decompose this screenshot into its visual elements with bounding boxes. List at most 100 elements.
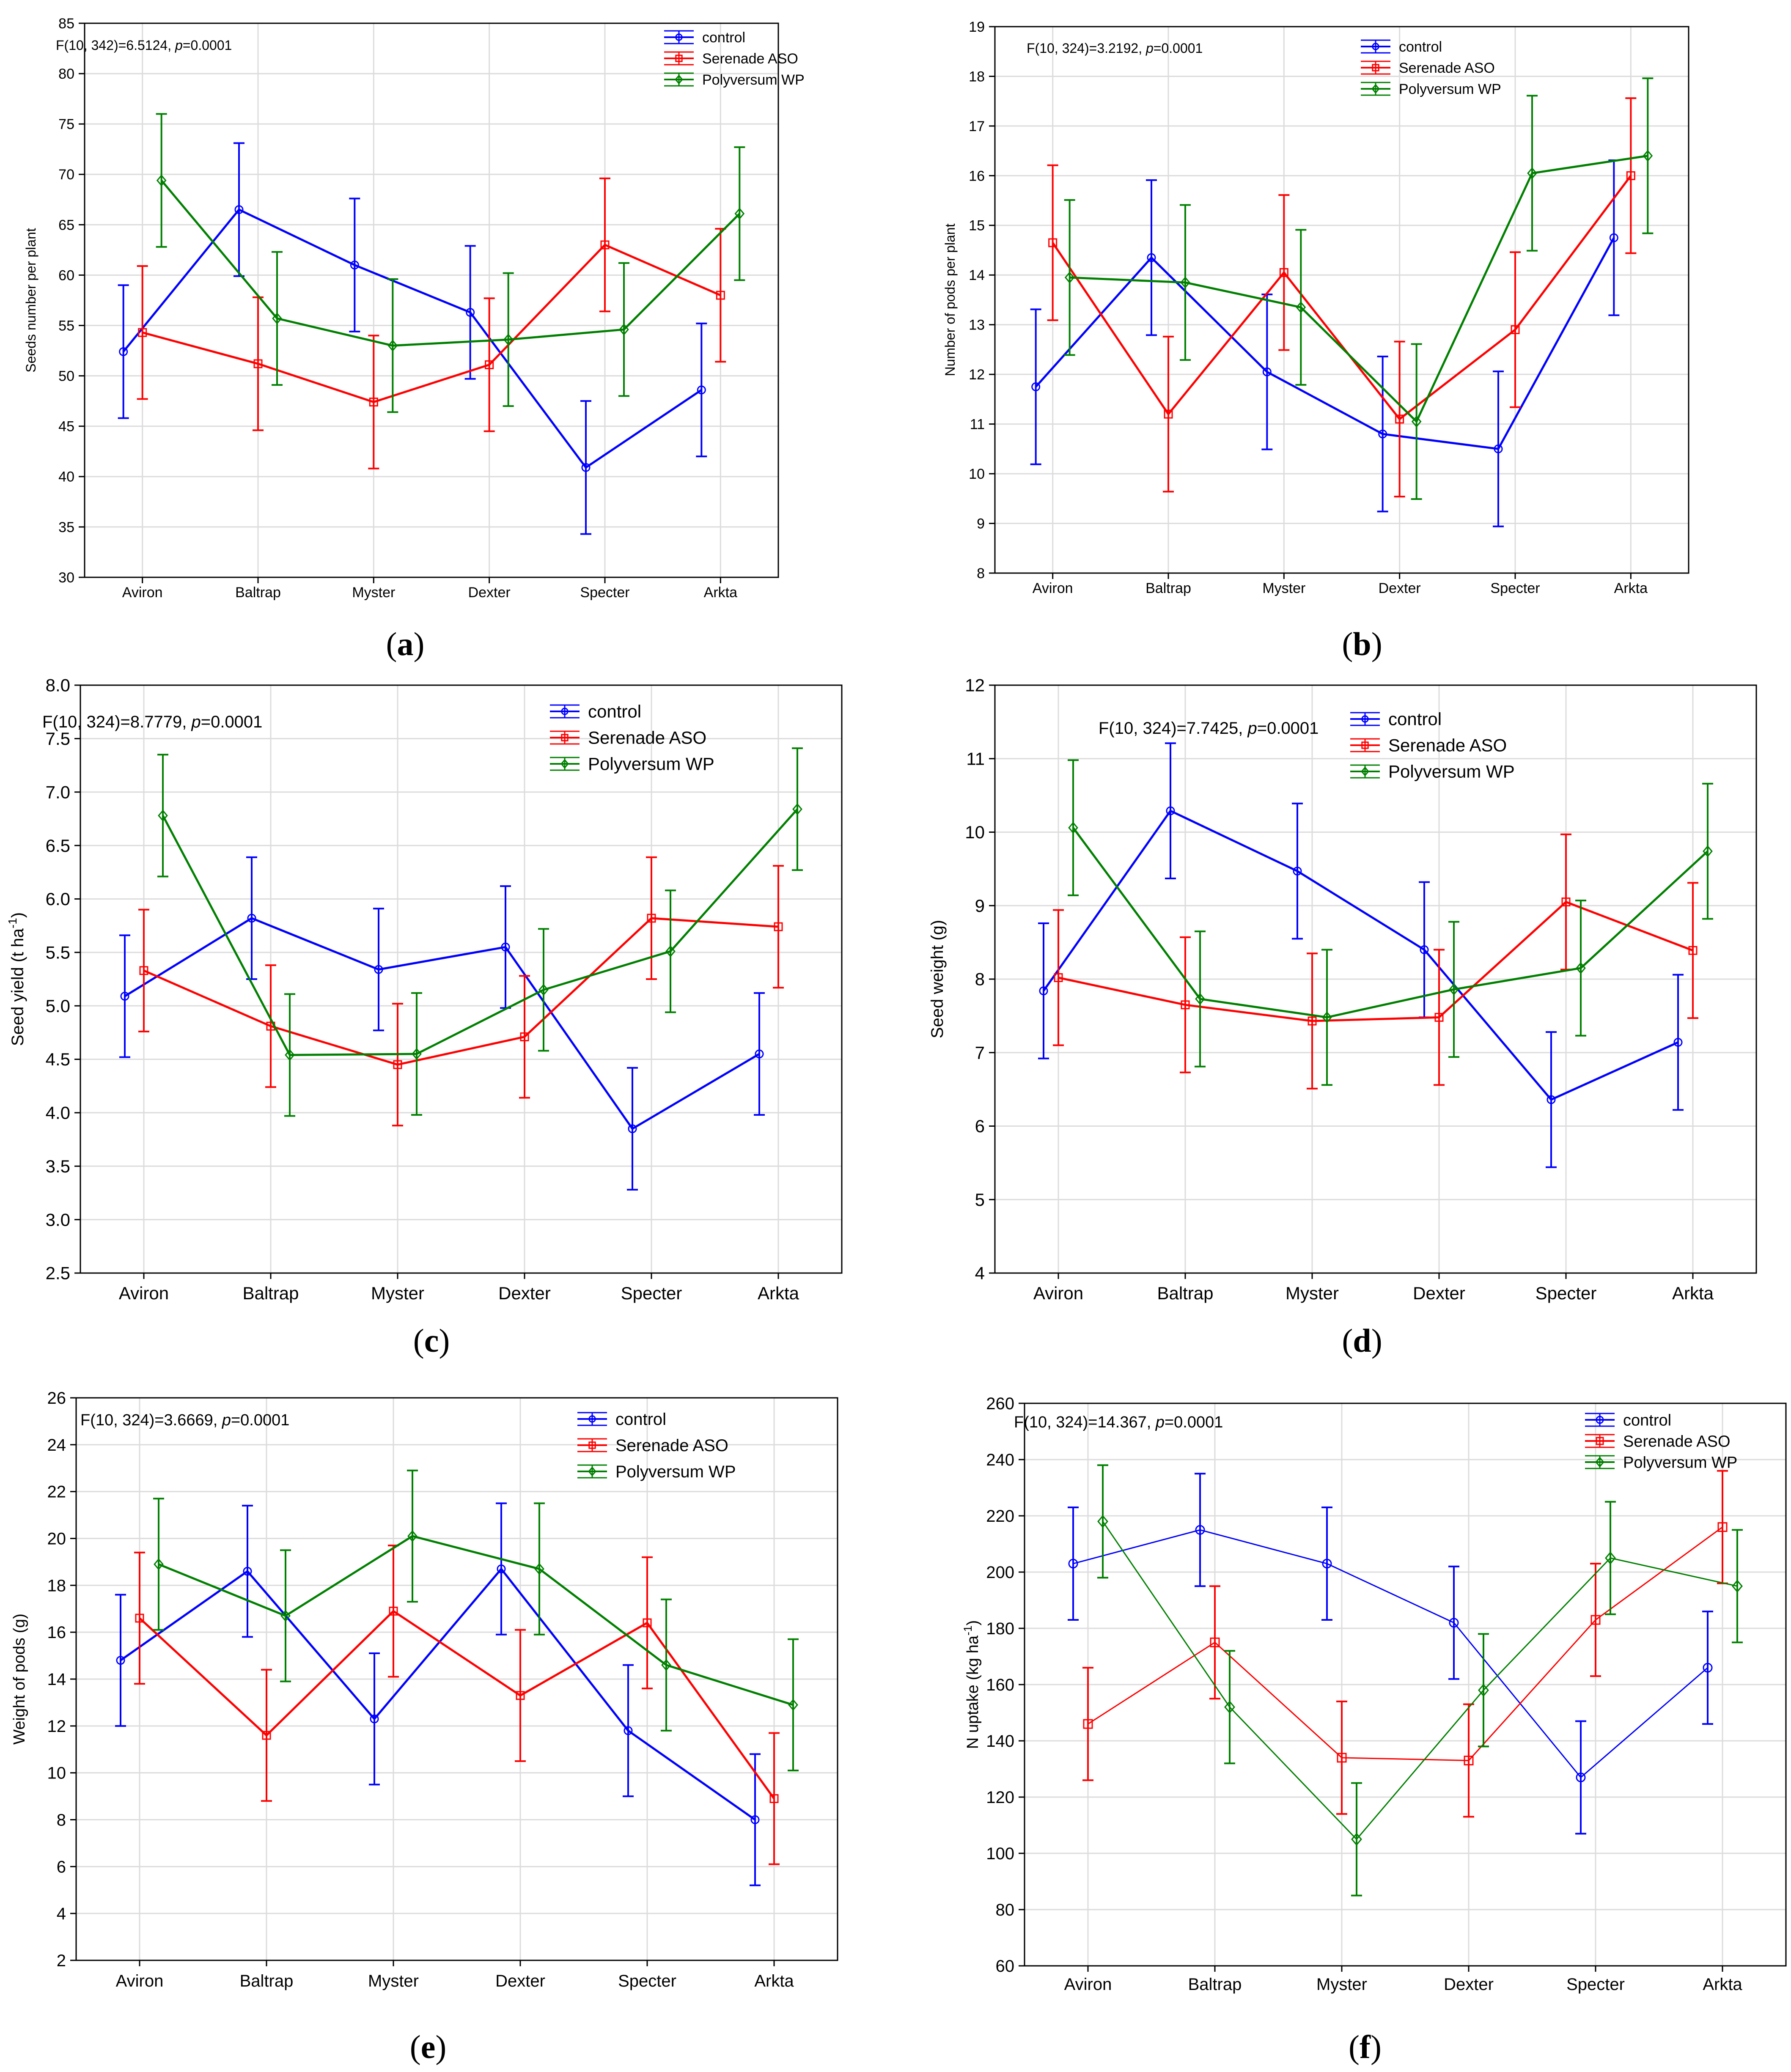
y-tick-label: 7 <box>975 1043 985 1062</box>
data-point <box>1210 1637 1220 1647</box>
data-point <box>619 324 629 336</box>
legend-label: Polyversum WP <box>615 1463 736 1481</box>
legend-label: Serenade ASO <box>588 728 706 748</box>
series-f-2 <box>1097 1464 1743 1896</box>
data-point <box>501 942 510 952</box>
data-point <box>407 1530 418 1542</box>
data-point <box>272 312 282 324</box>
chart-panel-b: 8 9 10 11 12 13 14 15 16 17 18 19 Aviron Baltrap Myste… <box>896 0 1791 691</box>
data-point <box>1395 414 1404 424</box>
x-tick-label: Dexter <box>468 585 511 601</box>
data-point <box>600 240 610 250</box>
stat-annotation-d: F(10, 324)=7.7425, p=0.0001 <box>1099 719 1319 738</box>
data-point <box>1068 822 1078 834</box>
series-line <box>1102 1521 1738 1840</box>
data-point <box>1494 444 1503 453</box>
legend-label: Polyversum WP <box>588 754 714 774</box>
x-tick-label: Specter <box>1536 1283 1597 1303</box>
chart-panel-f: 60 80 100 120 140 160 180 200 220 240 260 Aviron Bal… <box>896 1375 1791 2072</box>
x-tick-label: Aviron <box>119 1283 169 1303</box>
y-tick-label: 180 <box>986 1619 1014 1638</box>
stat-p: p <box>1247 719 1257 738</box>
y-axis-title-e: Weight of pods (g) <box>11 1614 28 1745</box>
chart-svg-f: 60 80 100 120 140 160 180 200 220 240 260 Aviron Bal… <box>961 1394 1787 1994</box>
y-tick-label: 7.0 <box>46 782 70 802</box>
data-point <box>1322 1559 1332 1569</box>
legend-marker <box>1361 766 1369 777</box>
legend-label: Polyversum WP <box>1399 81 1501 97</box>
y-tick-label: 260 <box>986 1394 1014 1413</box>
data-point <box>750 1815 760 1824</box>
panel-label-f: (f) <box>1349 2028 1382 2065</box>
data-point <box>538 984 549 996</box>
x-tick-label: Specter <box>1566 1975 1625 1994</box>
series-d-2 <box>1068 759 1713 1086</box>
data-point <box>285 1049 295 1061</box>
y-tick-label: 65 <box>58 217 74 233</box>
y-axis-title-sup: -1 <box>6 918 19 928</box>
data-point <box>1296 301 1306 313</box>
data-point <box>1048 238 1058 247</box>
y-tick-label: 14 <box>47 1670 66 1689</box>
data-point <box>1703 1663 1713 1673</box>
data-point <box>485 360 494 369</box>
x-tick-label: Arkta <box>754 1972 794 1990</box>
x-tick-label: Myster <box>368 1972 419 1990</box>
data-point <box>1449 983 1459 996</box>
y-tick-label: 50 <box>58 368 74 384</box>
series-line <box>143 917 779 1066</box>
data-point <box>1181 1000 1190 1010</box>
y-tick-label: 5.5 <box>46 943 70 963</box>
series-line <box>120 1567 756 1821</box>
y-tick-label: 9 <box>975 896 985 916</box>
legend-item-a-1: Serenade ASO <box>664 51 798 67</box>
stat-p: p <box>222 1411 231 1429</box>
stat-p: p <box>1155 1413 1165 1431</box>
y-tick-label: 120 <box>986 1788 1014 1807</box>
series-line <box>1052 175 1632 421</box>
stat-value: =0.0001 <box>231 1411 289 1429</box>
x-tick-label: Myster <box>1286 1283 1339 1303</box>
legend-label: control <box>588 702 641 722</box>
data-point <box>1293 867 1302 876</box>
series-b-0 <box>1030 159 1620 527</box>
data-point <box>1590 1615 1601 1625</box>
panel-label-a: (a) <box>386 626 425 662</box>
data-point <box>1576 962 1586 974</box>
y-axis-title-sup: -1 <box>961 1625 974 1636</box>
y-axis-title-end: ) <box>964 1620 982 1626</box>
series-line <box>160 179 741 347</box>
legend-marker <box>1596 1437 1604 1445</box>
data-point <box>647 914 656 923</box>
y-tick-label: 19 <box>969 19 985 35</box>
series-e-0 <box>115 1502 761 1886</box>
legend-marker <box>561 708 569 715</box>
y-tick-label: 100 <box>986 1844 1014 1863</box>
data-point <box>280 1610 291 1622</box>
y-tick-label: 4.0 <box>46 1103 70 1123</box>
y-tick-label: 30 <box>58 570 74 586</box>
y-tick-label: 55 <box>58 318 74 334</box>
legend-marker <box>588 1415 596 1423</box>
legend-label: Polyversum WP <box>702 72 805 88</box>
gridlines-f <box>1025 1402 1786 1967</box>
data-point <box>1031 382 1041 392</box>
data-point <box>393 1060 402 1069</box>
data-point <box>792 803 802 815</box>
data-point <box>138 328 147 337</box>
legend-item-a-2: Polyversum WP <box>664 72 805 88</box>
series-line <box>158 1535 794 1706</box>
x-tick-label: Arkta <box>758 1283 799 1303</box>
stat-annotation-b: F(10, 324)=3.2192, p=0.0001 <box>1027 41 1203 56</box>
x-tick-label: Myster <box>371 1283 424 1303</box>
stat-annotation-f: F(10, 324)=14.367, p=0.0001 <box>1014 1413 1223 1431</box>
legend-item-e-1: Serenade ASO <box>577 1436 728 1455</box>
y-axis-c: 2.5 3.0 3.5 4.0 4.5 5.0 5.5 6.0 6.5 7.0 7.5 8.0 <box>46 675 80 1283</box>
x-tick-label: Specter <box>1490 580 1540 596</box>
y-tick-label: 220 <box>986 1507 1014 1526</box>
data-point <box>788 1699 798 1711</box>
y-tick-label: 18 <box>969 69 985 85</box>
y-tick-label: 45 <box>58 419 74 435</box>
data-point <box>1224 1700 1235 1714</box>
